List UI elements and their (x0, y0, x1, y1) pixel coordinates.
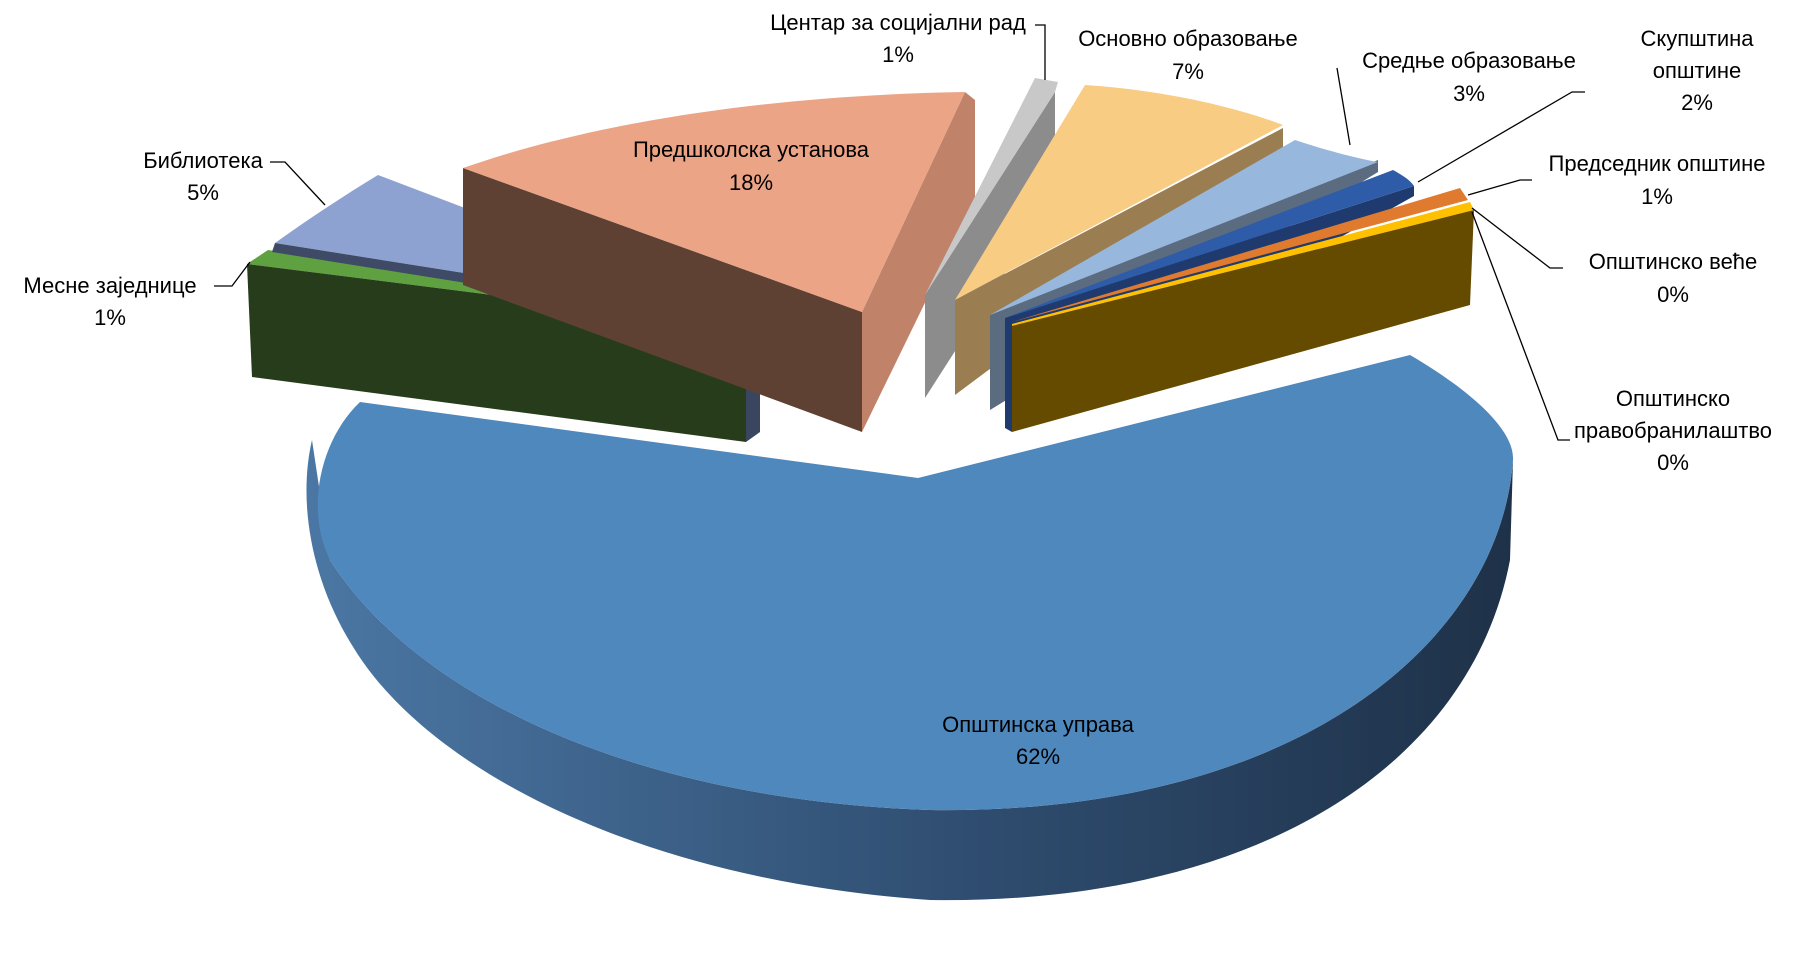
leader-predsednik (1467, 179, 1532, 196)
slice-pravobranilastvo-front (1012, 210, 1474, 432)
slice-mesne-zajednice-front (247, 264, 746, 442)
label-vece: Општинско веће (1589, 249, 1758, 274)
label-pravobranilastvo: Општинско правобранилаштво 0% (1574, 386, 1772, 475)
pct-skupstina: 2% (1681, 90, 1713, 115)
leader-pravobranilastvo (1471, 211, 1570, 441)
slice-predsednik (1012, 188, 1468, 322)
slice-osnovno-top (955, 85, 1283, 300)
slice-opstinska-uprava-side (306, 440, 1513, 901)
slice-opstinska-uprava (306, 355, 1514, 901)
label-predsednik: Председник општине (1549, 151, 1766, 176)
slice-predsednik-top (1012, 188, 1468, 322)
label-opstinska-uprava: Општинска управа (942, 712, 1134, 737)
pct-osnovno: 7% (1172, 59, 1204, 84)
label-srednje: Средње образовање (1362, 48, 1576, 73)
label-skupstina-line2: општине (1653, 58, 1742, 83)
leader-srednje (1336, 67, 1351, 146)
pct-opstinska-uprava: 62% (1016, 744, 1060, 769)
slice-skupstina-top (1005, 170, 1414, 318)
label-skupstina: Скупштина општине 2% (1640, 26, 1754, 115)
label-pravobranilastvo-line2: правобранилаштво (1574, 418, 1772, 443)
slice-opstinsko-vece-top (1012, 202, 1474, 326)
label-osnovno: Основно образовање (1078, 26, 1298, 51)
slice-pravobranilastvo (1005, 210, 1474, 432)
slice-centar-top (925, 78, 1058, 295)
pct-vece: 0% (1657, 282, 1689, 307)
leader-lines (214, 24, 1585, 441)
data-labels: Општинска управа 62% Месне заједнице 1% … (23, 10, 1772, 769)
label-biblioteka: Библиотека (143, 148, 263, 173)
label-mesne-zajednice: Месне заједнице (23, 273, 196, 298)
slice-predskolska-top (463, 92, 965, 312)
pct-mesne-zajednice: 1% (94, 305, 126, 330)
pct-biblioteka: 5% (187, 180, 219, 205)
label-skupstina-line1: Скупштина (1640, 26, 1754, 51)
slice-opstinska-uprava-top (317, 355, 1514, 811)
slice-srednje-top (990, 140, 1378, 315)
slice-predskolska-side (463, 168, 862, 432)
leader-mesne (214, 261, 251, 287)
slice-pravobranilastvo-edge (1005, 322, 1012, 432)
pct-pravobranilastvo: 0% (1657, 450, 1689, 475)
leader-biblioteka (270, 161, 326, 206)
leader-centar (1035, 24, 1046, 80)
pct-predskolska: 18% (729, 170, 773, 195)
label-pravobranilastvo-line1: Општинско (1616, 386, 1730, 411)
slice-predskolska (463, 92, 975, 432)
label-predskolska: Предшколска установа (633, 137, 870, 162)
pct-centar: 1% (882, 42, 914, 67)
slice-predskolska-side2 (862, 92, 975, 432)
slice-opstinsko-vece (1012, 202, 1474, 326)
pct-srednje: 3% (1453, 81, 1485, 106)
pct-predsednik: 1% (1641, 184, 1673, 209)
label-centar: Центар за социјални рад (770, 10, 1026, 35)
leader-vece (1471, 207, 1563, 269)
leader-skupstina (1417, 91, 1585, 183)
